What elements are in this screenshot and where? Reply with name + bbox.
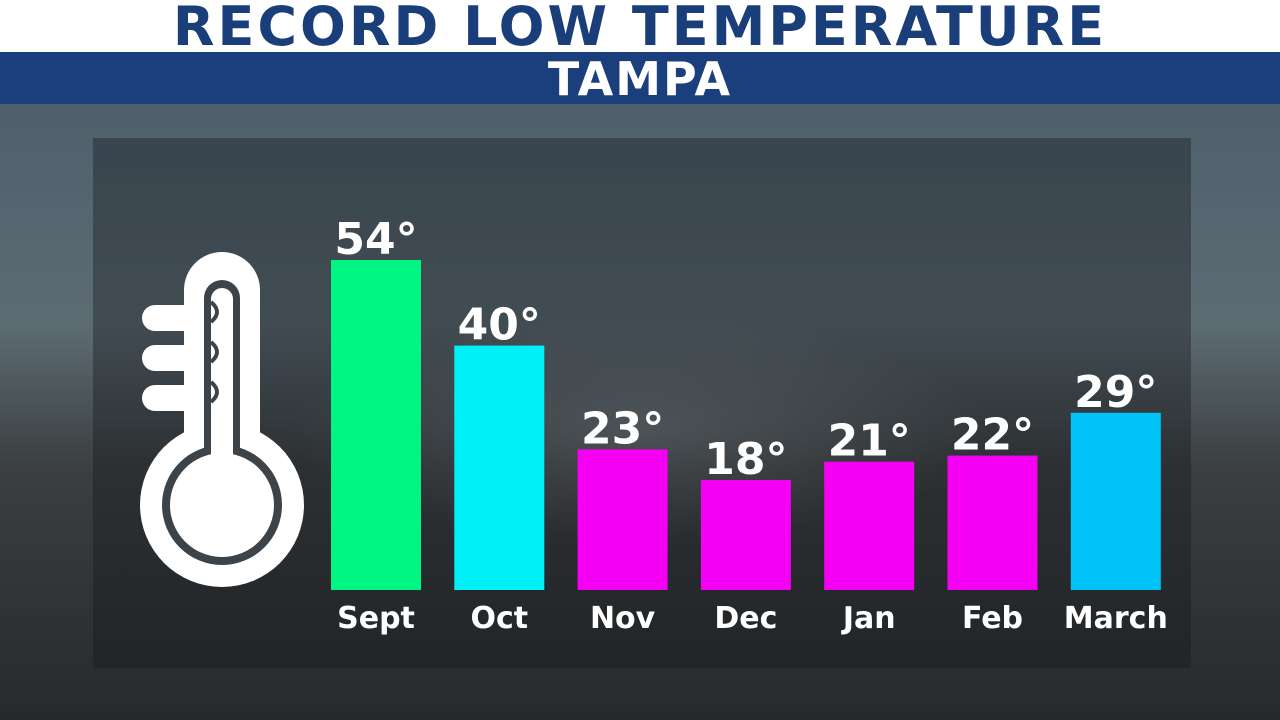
category-label-jan: Jan xyxy=(841,601,896,636)
title-bar xyxy=(0,0,1280,52)
category-label-dec: Dec xyxy=(714,601,777,636)
value-label-nov: 23° xyxy=(581,403,664,454)
bar-nov xyxy=(577,449,668,590)
bar-oct xyxy=(454,345,545,590)
category-label-feb: Feb xyxy=(962,601,1023,636)
chart-subtitle: TAMPA xyxy=(547,52,733,106)
bars-group xyxy=(331,260,1161,590)
category-label-nov: Nov xyxy=(590,601,656,636)
bar-sept xyxy=(331,260,421,590)
value-label-oct: 40° xyxy=(458,300,541,351)
bar-feb xyxy=(947,455,1038,590)
chart-title: RECORD LOW TEMPERATURE xyxy=(172,0,1108,58)
value-label-sept: 54° xyxy=(334,214,417,265)
bar-dec xyxy=(700,480,791,590)
bar-march xyxy=(1070,412,1161,590)
category-label-march: March xyxy=(1064,601,1168,636)
value-label-dec: 18° xyxy=(704,434,787,485)
thermometer-icon xyxy=(140,252,304,587)
category-labels-group: Sept Oct Nov Dec Jan Feb March xyxy=(337,601,1168,636)
category-label-sept: Sept xyxy=(337,601,415,636)
bar-jan xyxy=(824,461,915,590)
value-label-jan: 21° xyxy=(828,416,911,467)
subtitle-band xyxy=(0,52,1280,104)
value-label-feb: 22° xyxy=(951,410,1034,461)
category-label-oct: Oct xyxy=(470,601,528,636)
value-labels-group: 54° 40° 23° 18° 21° 22° 29° xyxy=(334,214,1157,485)
value-label-march: 29° xyxy=(1074,367,1157,418)
